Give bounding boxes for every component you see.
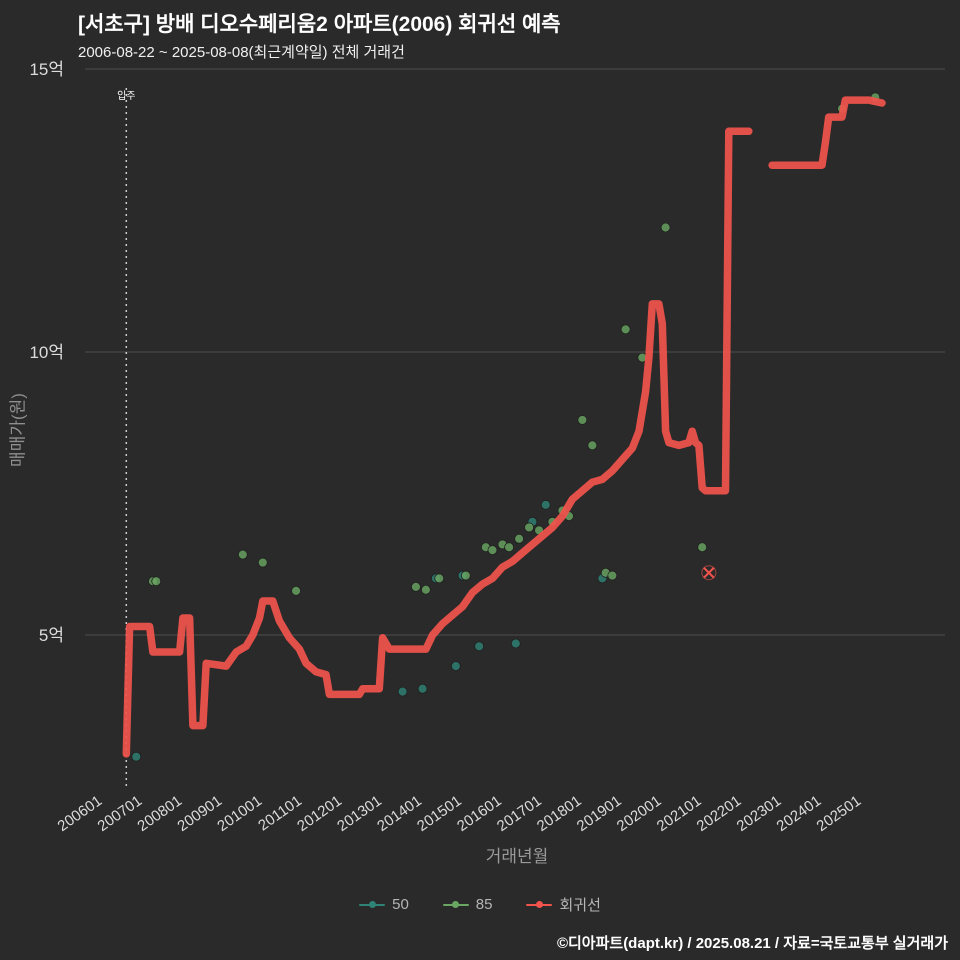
x-tick-label: 202301 [734, 792, 785, 835]
scatter-point-50 [450, 661, 461, 672]
legend-marker-teal-icon [359, 900, 386, 909]
x-tick-label: 201201 [294, 792, 345, 835]
scatter-point-85 [411, 581, 421, 592]
scatter-point-85 [620, 324, 631, 335]
scatter-point-85 [434, 573, 445, 584]
scatter-point-50 [417, 683, 428, 694]
chart-legend: 50 85 회귀선 [0, 894, 960, 915]
scatter-point-85 [697, 542, 708, 553]
x-tick-label: 200901 [174, 792, 225, 835]
scatter-point-50 [131, 751, 142, 762]
x-tick-label: 201401 [374, 792, 425, 835]
scatter-point-85 [660, 222, 671, 233]
page-title: [서초구] 방배 디오수페리움2 아파트(2006) 회귀선 예측 [78, 13, 561, 36]
scatter-point-85 [421, 584, 431, 595]
x-tick-label: 202501 [814, 792, 865, 835]
regression-line [768, 96, 886, 169]
x-tick-label: 202401 [774, 792, 825, 835]
scatter-point-85 [460, 570, 471, 581]
x-tick-label: 200801 [134, 792, 185, 835]
scatter-point-85 [514, 533, 525, 544]
x-tick-label: 201101 [255, 792, 305, 834]
scatter-point-85 [504, 542, 515, 553]
scatter-point-85 [151, 576, 162, 587]
scatter-point-50 [540, 499, 551, 510]
y-tick-label: 5억 [39, 626, 64, 645]
x-tick-label: 201801 [534, 792, 585, 835]
legend-marker-green-icon [442, 900, 469, 909]
move-in-annotation-label: 입주 [117, 89, 135, 102]
x-tick-label: 202101 [654, 792, 705, 835]
page-subtitle: 2006-08-22 ~ 2025-08-08(최근계약일) 전체 거래건 [78, 44, 405, 61]
x-tick-label: 201601 [454, 792, 505, 835]
scatter-point-85 [257, 557, 268, 568]
x-axis-title: 거래년월 [485, 847, 549, 866]
x-tick-label: 202001 [614, 792, 665, 835]
x-tick-label: 201301 [334, 792, 385, 835]
x-tick-label: 201501 [414, 792, 465, 835]
y-tick-label: 15억 [29, 60, 64, 79]
scatter-point-50 [474, 641, 485, 652]
legend-label: 85 [475, 896, 493, 913]
scatter-point-85 [587, 440, 598, 451]
y-tick-label: 10억 [29, 343, 64, 362]
scatter-point-50 [510, 638, 521, 649]
scatter-point-85 [487, 545, 498, 555]
legend-item-50[interactable]: 50 [359, 896, 409, 913]
regression-line [122, 127, 753, 758]
excluded-x-marker-ring [701, 565, 717, 581]
scatter-point-85 [607, 570, 618, 581]
x-tick-label: 201701 [494, 792, 545, 835]
x-tick-label: 202201 [694, 792, 745, 835]
excluded-x-marker [703, 567, 715, 579]
x-tick-label: 200601 [55, 792, 106, 835]
scatter-point-50 [397, 686, 408, 697]
legend-label: 회귀선 [559, 897, 601, 914]
legend-item-regression[interactable]: 회귀선 [526, 894, 601, 915]
legend-label: 50 [392, 896, 409, 913]
x-tick-label: 201001 [214, 792, 265, 835]
scatter-point-85 [291, 585, 301, 596]
legend-marker-red-icon [526, 900, 553, 909]
scatter-point-85 [237, 549, 248, 560]
scatter-point-85 [577, 415, 588, 425]
legend-item-85[interactable]: 85 [442, 896, 493, 913]
source-credit: ©디아파트(dapt.kr) / 2025.08.21 / 자료=국토교통부 실… [556, 935, 948, 952]
y-axis-title: 매매가(원) [8, 393, 28, 467]
x-tick-label: 201901 [574, 792, 625, 835]
x-tick-label: 200701 [94, 792, 145, 835]
scatter-point-85 [524, 522, 534, 533]
